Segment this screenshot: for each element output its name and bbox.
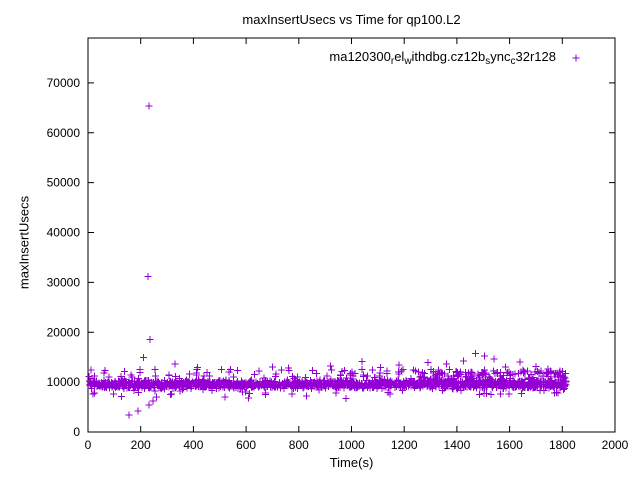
x-tick-label: 200 bbox=[131, 438, 151, 452]
legend-label-segment: w bbox=[404, 56, 412, 67]
y-tick-label: 70000 bbox=[47, 76, 81, 90]
x-tick-label: 0 bbox=[85, 438, 92, 452]
x-tick-label: 1800 bbox=[549, 438, 576, 452]
legend-label: ma120300relwithdbg.cz12bsyncc32r128 bbox=[329, 49, 556, 67]
legend-label-segment: s bbox=[485, 56, 491, 67]
x-tick-label: 1000 bbox=[338, 438, 365, 452]
x-tick-label: 600 bbox=[236, 438, 256, 452]
y-tick-label: 40000 bbox=[47, 226, 81, 240]
legend-label-segment: el bbox=[394, 49, 405, 64]
legend-label-segment: r bbox=[390, 56, 395, 67]
chart-title: maxInsertUsecs vs Time for qp100.L2 bbox=[242, 12, 461, 27]
y-tick-label: 0 bbox=[73, 425, 80, 439]
x-tick-label: 1600 bbox=[496, 438, 523, 452]
y-axis-label: maxInsertUsecs bbox=[16, 195, 32, 290]
legend-label-segment: ync bbox=[490, 49, 511, 64]
legend-label-segment: 32r128 bbox=[515, 49, 556, 64]
y-tick-label: 20000 bbox=[47, 325, 81, 339]
x-tick-label: 2000 bbox=[602, 438, 629, 452]
x-tick-label: 1200 bbox=[391, 438, 418, 452]
x-tick-label: 1400 bbox=[444, 438, 471, 452]
x-axis-label: Time(s) bbox=[329, 455, 374, 470]
legend-label-segment: c bbox=[510, 56, 516, 67]
legend-plus-glyph bbox=[572, 54, 580, 62]
legend-marker-icon bbox=[572, 54, 580, 62]
legend-label-segment: ithdbg.cz12b bbox=[411, 49, 486, 64]
legend-label-segment: ma120300 bbox=[329, 49, 391, 64]
y-tick-label: 10000 bbox=[47, 375, 81, 389]
data-points bbox=[85, 102, 570, 419]
x-tick-label: 800 bbox=[289, 438, 309, 452]
x-tick-label: 400 bbox=[183, 438, 203, 452]
y-tick-label: 30000 bbox=[47, 275, 81, 289]
y-tick-label: 50000 bbox=[47, 176, 81, 190]
y-tick-label: 60000 bbox=[47, 126, 81, 140]
legend: ma120300relwithdbg.cz12bsyncc32r128 bbox=[329, 49, 582, 67]
